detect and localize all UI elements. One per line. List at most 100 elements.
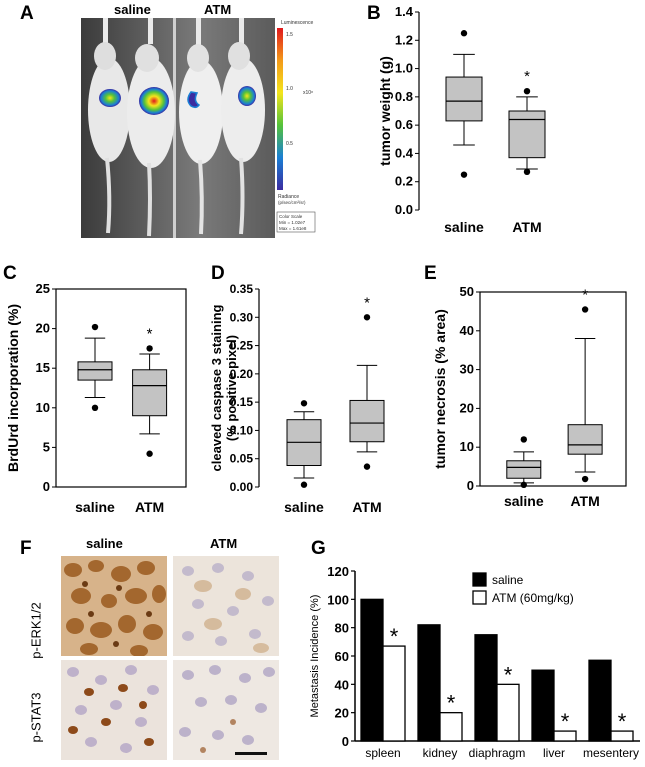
box-saline — [445, 30, 483, 178]
box-atm: * — [349, 294, 385, 470]
box-atm: * — [132, 325, 168, 457]
mouse-3 — [179, 18, 223, 235]
panel-B-letter: B — [367, 3, 381, 24]
significance-star: * — [618, 709, 627, 734]
color-scale-max: Max = 1.61e8 — [279, 226, 307, 231]
colorbar-tick-1: 1.5 — [286, 32, 293, 38]
chart-G: 0 20 40 60 80 100 120 Metastasis Incidence (%) *… — [309, 564, 640, 760]
colorbar-tick-2: 1.0 — [286, 86, 293, 92]
y-tick-label: 40 — [460, 323, 474, 338]
y-tick-label: 30 — [460, 362, 474, 377]
bar-saline — [474, 634, 498, 742]
y-tick-label: 1.0 — [395, 61, 413, 76]
outlier-point — [520, 481, 527, 489]
panel-F-col-saline: saline — [86, 536, 123, 551]
bar-atm — [496, 683, 520, 742]
box-iqr — [508, 110, 546, 159]
y-tick-label: 25 — [36, 281, 50, 296]
ihc-pstat3-atm — [173, 660, 279, 760]
mouse-1 — [88, 18, 130, 234]
mouse-imaging-svg: Luminescence 1.5 1.0 x10⁸ 0.5 Radiance (… — [81, 18, 317, 238]
bar-atm — [439, 712, 463, 742]
y-tick-label: 0 — [342, 734, 349, 749]
box-iqr — [349, 399, 385, 443]
outlier-point — [460, 30, 468, 37]
panel-A-letter: A — [20, 3, 34, 24]
mouse-4 — [221, 18, 265, 235]
mouse-2 — [127, 18, 175, 237]
y-axis-label: BrdUrd incorporation (%) — [5, 304, 21, 472]
box-atm: * — [508, 68, 546, 176]
outlier-point — [523, 168, 531, 176]
outlier-point — [363, 314, 371, 321]
bar-atm — [382, 645, 406, 742]
ihc-perk-saline — [61, 556, 167, 656]
y-axis-label: tumor weight (g) — [377, 56, 393, 166]
y-axis-label: tumor necrosis (% area) — [432, 309, 448, 469]
chart-C: 0 5 10 15 20 25 BrdUrd incorporation (%) saline… — [5, 281, 187, 515]
y-tick-label: 0.4 — [395, 145, 414, 160]
bar-saline — [417, 624, 441, 742]
y-axis-label: Metastasis Incidence (%) — [309, 595, 321, 718]
outlier-point — [523, 88, 531, 95]
luminescence-colorbar: Luminescence 1.5 1.0 x10⁸ 0.5 Radiance (… — [275, 18, 317, 238]
significance-star: * — [147, 325, 153, 342]
y-tick-label: 10 — [36, 400, 50, 415]
colorbar-unit: (p/sec/cm²/sr) — [278, 200, 306, 205]
y-tick-label: 120 — [327, 564, 349, 579]
legend-swatch — [472, 572, 487, 587]
outlier-point — [91, 323, 99, 331]
outlier-point — [300, 400, 308, 407]
y-tick-label: 40 — [335, 677, 349, 692]
outlier-point — [146, 345, 153, 352]
x-category-label: kidney — [423, 746, 458, 760]
y-tick-label: 0.00 — [230, 480, 254, 494]
significance-star: * — [447, 691, 456, 716]
box-iqr — [77, 361, 113, 381]
y-tick-label: 5 — [43, 439, 50, 454]
x-category-label: saline — [504, 493, 544, 509]
outlier-point — [581, 306, 589, 313]
box-iqr — [506, 460, 542, 479]
box-saline — [286, 400, 322, 488]
outlier-point — [146, 450, 153, 457]
legend-swatch — [472, 590, 487, 605]
y-tick-label: 0.25 — [230, 339, 254, 353]
outlier-point — [363, 463, 371, 470]
y-tick-label: 50 — [460, 284, 474, 299]
x-category-label: liver — [543, 746, 565, 760]
y-axis-label: (% positive pixel) — [224, 335, 239, 441]
y-tick-label: 100 — [327, 592, 349, 607]
box-saline — [506, 436, 542, 489]
color-scale-min: Min = 1.02e7 — [279, 220, 306, 225]
box-iqr — [567, 424, 603, 455]
x-category-label: ATM — [570, 493, 599, 509]
panel-E-letter: E — [424, 263, 437, 284]
y-tick-label: 0 — [467, 478, 474, 493]
x-category-label: saline — [284, 499, 324, 515]
x-category-label: ATM — [135, 499, 164, 515]
plot-frame — [479, 291, 627, 487]
significance-star: * — [561, 709, 570, 734]
legend-label: saline — [492, 573, 524, 587]
y-tick-label: 80 — [335, 621, 349, 636]
box-saline — [77, 323, 113, 411]
y-tick-label: 0.0 — [395, 202, 413, 217]
bar-atm — [553, 730, 577, 742]
box-iqr — [445, 76, 483, 122]
ihc-perk-atm — [173, 556, 279, 656]
y-tick-label: 0 — [43, 479, 50, 494]
significance-star: * — [390, 624, 399, 649]
color-scale-title: Color Scale — [279, 214, 303, 219]
x-category-label: ATM — [352, 499, 381, 515]
x-category-label: spleen — [365, 746, 400, 760]
bar-saline — [588, 659, 612, 742]
y-tick-label: 60 — [335, 649, 349, 664]
bar-saline — [360, 598, 384, 742]
significance-star: * — [504, 662, 513, 687]
outlier-point — [520, 436, 527, 443]
panel-D-letter: D — [211, 263, 225, 284]
chart-E: 0 10 20 30 40 50 tumor necrosis (% area) saline… — [432, 284, 627, 509]
y-tick-label: 20 — [335, 706, 349, 721]
significance-star: * — [582, 286, 588, 303]
